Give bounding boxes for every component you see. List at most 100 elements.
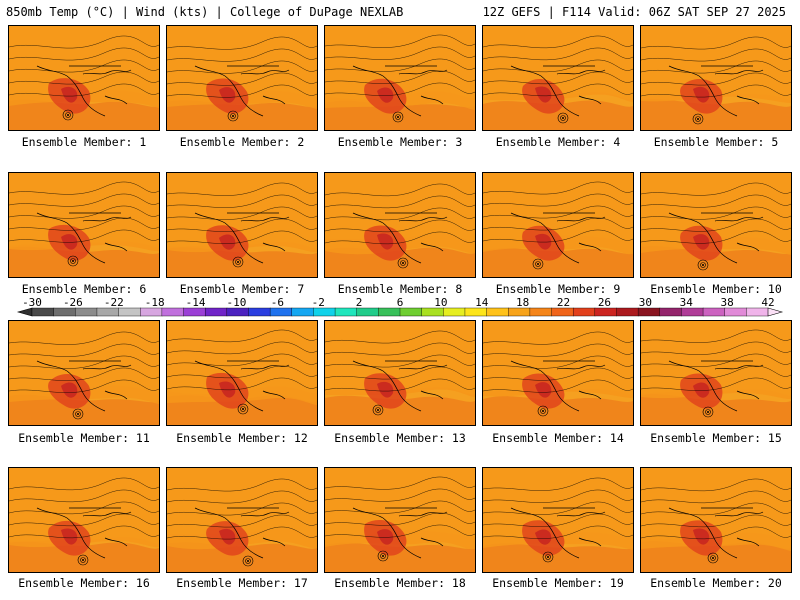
colorbar-tick-label: 26 xyxy=(598,296,611,309)
ensemble-member-label: Ensemble Member: 5 xyxy=(653,135,779,149)
colorbar-segment xyxy=(356,307,379,317)
colorbar-segment xyxy=(637,307,661,317)
temperature-field xyxy=(9,26,159,130)
colorbar-segment xyxy=(399,307,423,317)
colorbar-tick-label: -18 xyxy=(145,296,165,309)
ensemble-member-map xyxy=(166,25,318,131)
colorbar-tick-label: -6 xyxy=(271,296,284,309)
colorbar-segment xyxy=(53,307,76,317)
colorbar-segment xyxy=(183,307,206,317)
colorbar-segment xyxy=(464,307,488,317)
colorbar-segment xyxy=(161,307,185,317)
colorbar-tick-label: 42 xyxy=(761,296,774,309)
ensemble-member-label: Ensemble Member: 19 xyxy=(492,576,624,590)
ensemble-member-map xyxy=(640,320,792,426)
ensemble-member-map xyxy=(324,172,476,278)
colorbar-tick-label: 18 xyxy=(516,296,529,309)
ensemble-member-label: Ensemble Member: 15 xyxy=(650,431,782,445)
ensemble-member-map xyxy=(8,172,160,278)
temperature-field xyxy=(9,173,159,277)
temperature-field xyxy=(483,321,633,425)
colorbar-segment xyxy=(248,307,271,317)
ensemble-member-label: Ensemble Member: 7 xyxy=(179,282,305,296)
colorbar-segment xyxy=(118,307,141,317)
temperature-field xyxy=(641,173,791,277)
colorbar-segment xyxy=(291,307,314,317)
ensemble-member-label: Ensemble Member: 12 xyxy=(176,431,308,445)
temperature-field xyxy=(641,321,791,425)
ensemble-member-map xyxy=(324,467,476,573)
colorbar-segment xyxy=(204,307,228,317)
temperature-field xyxy=(641,26,791,130)
ensemble-member-label: Ensemble Member: 10 xyxy=(650,282,782,296)
header-run-info: 12Z GEFS | F114 Valid: 06Z SAT SEP 27 20… xyxy=(482,5,786,19)
ensemble-member-label: Ensemble Member: 1 xyxy=(21,135,147,149)
colorbar-segment xyxy=(616,307,639,317)
colorbar-tick-label: 10 xyxy=(434,296,447,309)
ensemble-member-map xyxy=(324,320,476,426)
temperature-field xyxy=(325,468,475,572)
ensemble-member-map xyxy=(166,172,318,278)
temperature-field xyxy=(167,26,317,130)
colorbar-tick-label: 22 xyxy=(557,296,570,309)
ensemble-member-map xyxy=(166,467,318,573)
ensemble-member-map xyxy=(640,172,792,278)
temperature-field xyxy=(325,26,475,130)
colorbar-tick-label: 6 xyxy=(397,296,404,309)
temperature-field xyxy=(167,468,317,572)
ensemble-member-label: Ensemble Member: 6 xyxy=(21,282,147,296)
colorbar-tick-label: -2 xyxy=(312,296,325,309)
colorbar-tick-label: -10 xyxy=(227,296,247,309)
colorbar-segment xyxy=(269,307,293,317)
ensemble-member-label: Ensemble Member: 3 xyxy=(337,135,463,149)
colorbar-segment xyxy=(378,307,401,317)
ensemble-member-label: Ensemble Member: 2 xyxy=(179,135,305,149)
ensemble-member-map xyxy=(166,320,318,426)
colorbar-tick-label: 38 xyxy=(720,296,733,309)
colorbar-segment xyxy=(31,307,55,317)
colorbar-segment xyxy=(724,307,747,317)
colorbar-right-arrow xyxy=(767,307,784,317)
colorbar-segment xyxy=(551,307,574,317)
ensemble-member-label: Ensemble Member: 20 xyxy=(650,576,782,590)
colorbar-segment xyxy=(746,307,769,317)
ensemble-member-label: Ensemble Member: 17 xyxy=(176,576,308,590)
colorbar-tick-label: 2 xyxy=(356,296,363,309)
ensemble-member-label: Ensemble Member: 16 xyxy=(18,576,150,590)
temperature-field xyxy=(483,26,633,130)
ensemble-member-map xyxy=(8,320,160,426)
colorbar-segment xyxy=(594,307,617,317)
ensemble-member-map xyxy=(640,25,792,131)
colorbar-tick-label: -14 xyxy=(186,296,206,309)
colorbar-segment xyxy=(313,307,336,317)
colorbar-segment xyxy=(140,307,163,317)
colorbar-segment xyxy=(681,307,704,317)
ensemble-member-map xyxy=(482,25,634,131)
colorbar-tick-label: 34 xyxy=(680,296,694,309)
ensemble-member-map xyxy=(8,25,160,131)
ensemble-member-map xyxy=(324,25,476,131)
colorbar-segment xyxy=(96,307,120,317)
temperature-field xyxy=(167,321,317,425)
temperature-field xyxy=(9,468,159,572)
colorbar-segment xyxy=(421,307,444,317)
ensemble-member-map xyxy=(482,172,634,278)
temperature-field xyxy=(483,468,633,572)
colorbar-segment xyxy=(659,307,682,317)
ensemble-member-label: Ensemble Member: 4 xyxy=(495,135,621,149)
ensemble-member-map xyxy=(482,467,634,573)
colorbar-segment xyxy=(226,307,249,317)
colorbar-tick-label: -30 xyxy=(22,296,42,309)
temperature-field xyxy=(641,468,791,572)
colorbar-segment xyxy=(443,307,466,317)
temperature-field xyxy=(483,173,633,277)
temperature-field xyxy=(325,321,475,425)
temperature-colorbar: -30 -26 -22 -18 -14 -10 -6 -2 2 6 10 14 18 22 26 30 34 38… xyxy=(16,296,784,317)
ensemble-member-label: Ensemble Member: 9 xyxy=(495,282,621,296)
colorbar-segment xyxy=(572,307,596,317)
ensemble-member-label: Ensemble Member: 8 xyxy=(337,282,463,296)
temperature-field xyxy=(9,321,159,425)
colorbar-tick-label: 30 xyxy=(639,296,652,309)
colorbar-segment xyxy=(334,307,358,317)
ensemble-member-map xyxy=(640,467,792,573)
